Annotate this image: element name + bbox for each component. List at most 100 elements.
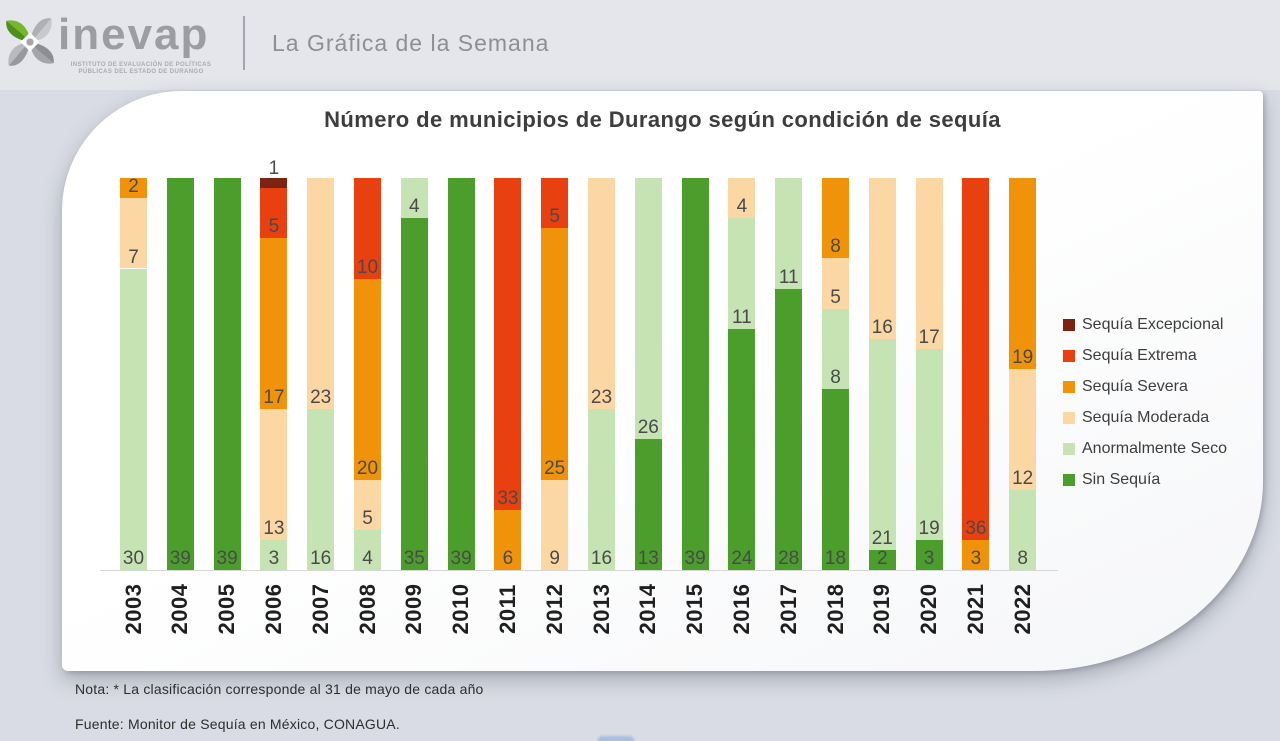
segment-value-label: 23 [590,387,613,409]
legend-label: Sin Sequía [1082,470,1161,488]
legend-swatch-icon [1063,349,1075,362]
segment-value-label: 10 [356,256,379,278]
legend-swatch-icon [1063,380,1075,393]
segment-value-label: 23 [310,387,332,409]
segment-value-label: 8 [830,367,841,389]
bottom-blue-artifact [598,736,634,741]
legend-item: Sequía Excepcional [1063,314,1227,335]
segment-value-label: 19 [918,517,940,539]
header-divider [243,16,245,70]
logo-caption-line2: PÚBLICAS DEL ESTADO DE DURANGO [78,69,204,75]
segment-value-label: 7 [128,246,139,268]
legend-item: Sin Sequía [1063,469,1227,490]
segment-value-label: 11 [732,306,752,328]
x-axis-year-label: 2018 [822,583,848,635]
bar-segment [588,409,615,570]
segment-value-label: 5 [268,216,280,238]
logo-caption-line1: INSTITUTO DE EVALUACIÓN DE POLÍTICAS [70,62,212,68]
bar-segment [166,178,194,570]
x-axis-year-label: 2013 [588,583,614,635]
segment-value-label: 8 [830,236,841,258]
segment-value-label: 39 [450,548,472,569]
bar-segment [915,178,943,349]
bar-segment [400,178,428,219]
segment-value-label: 5 [549,206,560,228]
segment-value-label: 17 [263,387,285,409]
segment-value-label: 30 [122,548,145,569]
x-axis-year-label: 2010 [448,583,474,635]
segment-value-label: 19 [1012,347,1034,368]
legend-item: Sequía Extrema [1063,345,1227,366]
bar-segment [260,188,288,239]
bar-segment [354,479,381,530]
bar-segment [400,218,428,570]
segment-value-label: 13 [263,517,285,539]
chart-title: Número de municipios de Durango según co… [324,107,1001,132]
segment-value-label: 16 [871,316,893,338]
bar-segment [354,529,381,570]
bar-segment [775,288,803,570]
bar-segment [1009,489,1037,570]
x-axis-line [100,570,1058,571]
chart-card: Número de municipios de Durango según co… [62,91,1263,671]
bar-segment [728,328,756,570]
x-axis-year-label: 2017 [775,583,801,635]
legend-item: Sequía Severa [1063,376,1227,397]
segment-value-label: 39 [169,548,191,569]
legend-label: Sequía Moderada [1082,408,1210,426]
bar-segment [307,409,335,570]
segment-value-label: 35 [403,548,425,569]
bar-segment [1009,178,1037,369]
x-axis-year-label: 2006 [260,583,286,635]
legend-item: Anormalmente Seco [1063,438,1227,459]
legend-swatch-icon [1063,473,1075,486]
chart-legend: Sequía Excepcional Sequía Extrema Sequía S… [1063,314,1227,490]
bar-segment [307,178,335,410]
x-axis-year-label: 2004 [167,583,193,635]
bar-segment [868,338,896,550]
segment-value-label: 39 [684,548,706,569]
segment-value-label: 3 [268,548,280,569]
segment-value-label: 5 [362,507,373,529]
bar-segment [775,178,803,289]
inevap-logo-caption: INSTITUTO DE EVALUACIÓN DE POLÍTICAS PÚB… [56,62,226,76]
x-axis-year-label: 2007 [307,583,333,635]
bar-segment [962,539,990,570]
segment-value-label: 16 [310,548,332,569]
segment-value-label: 33 [497,487,519,509]
bar-segment [915,539,943,570]
segment-value-label: 13 [637,548,659,569]
segment-value-label: 39 [216,548,238,569]
bar-segment [120,198,147,269]
bar-segment [822,308,849,390]
x-axis-year-label: 2008 [354,583,380,635]
segment-value-label: 4 [362,548,373,569]
legend-label: Anormalmente Seco [1082,439,1227,457]
legend-swatch-icon [1063,318,1075,331]
bar-segment [354,178,381,279]
bar-segment [728,218,756,329]
x-axis-year-label: 2015 [682,583,708,635]
segment-value-label: 16 [590,548,613,569]
segment-value-label: 20 [356,457,379,479]
legend-label: Sequía Excepcional [1082,315,1224,333]
x-axis-year-label: 2021 [962,583,988,635]
segment-value-label: 36 [965,517,987,539]
source-note: Fuente: Monitor de Sequía en México, CON… [75,716,400,732]
segment-value-label: 12 [1012,467,1034,489]
bar-segment [634,178,662,440]
bar-segment [588,178,615,410]
legend-swatch-icon [1063,411,1075,424]
bar-segment [354,278,381,480]
header-title: La Gráfica de la Semana [272,30,550,56]
segment-value-label: 28 [778,548,800,569]
bar-segment [822,389,849,570]
x-axis-year-label: 2016 [728,583,754,635]
bar-segment [260,539,288,570]
bar-segment [541,228,569,480]
bar-segment [1009,369,1037,490]
segment-value-label: 3 [923,548,935,569]
x-axis-year-label: 2003 [120,583,146,635]
bar-segment [541,479,569,570]
